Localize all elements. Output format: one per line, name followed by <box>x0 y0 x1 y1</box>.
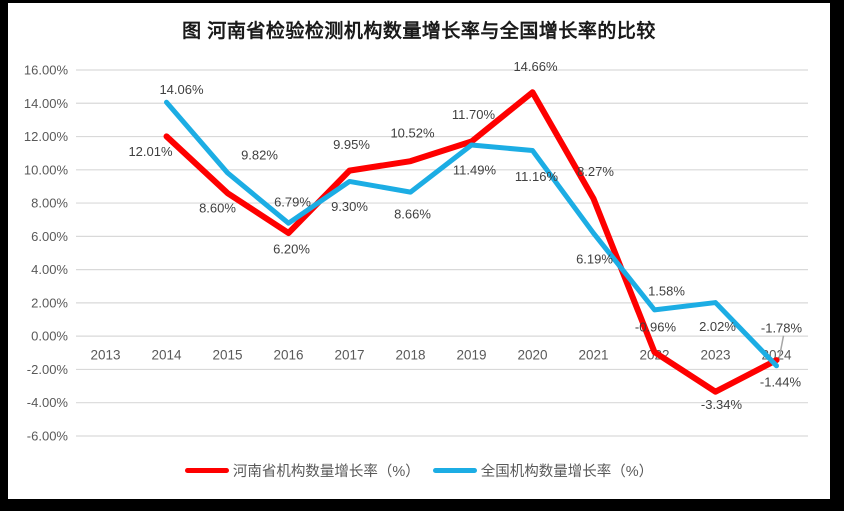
data-label: 14.66% <box>513 59 558 74</box>
y-tick-label: 0.00% <box>31 329 68 344</box>
x-axis-label: 2018 <box>395 348 425 363</box>
data-label: 9.95% <box>333 137 370 152</box>
data-label: -3.34% <box>701 397 743 412</box>
y-axis-labels: 16.00% 14.00% 12.00% 10.00% 8.00% 6.00% 4.00% 2… <box>24 63 69 444</box>
data-label: 2.02% <box>699 319 736 334</box>
label-leader-line <box>777 335 785 362</box>
y-tick-label: 14.00% <box>24 96 69 111</box>
x-axis-label: 2016 <box>273 348 303 363</box>
y-tick-label: -4.00% <box>27 395 69 410</box>
series-national-line <box>164 99 779 369</box>
y-tick-label: 2.00% <box>31 295 68 310</box>
y-tick-label: -6.00% <box>27 428 69 443</box>
data-labels-henan: 12.01% 8.60% 6.20% 9.95% 10.52% 11.70% 14.66% 8… <box>128 59 801 412</box>
y-tick-label: 8.00% <box>31 196 68 211</box>
data-label: 9.82% <box>241 147 278 162</box>
data-label: 9.30% <box>331 199 368 214</box>
x-axis-label: 2021 <box>578 348 608 363</box>
line-chart-plot: 16.00% 14.00% 12.00% 10.00% 8.00% 6.00% 4.00% 2… <box>24 59 808 444</box>
data-label: -0.96% <box>635 320 677 335</box>
chart-canvas: 图 河南省检验检测机构数量增长率与全国增长率的比较 16.00% 14.00% 12… <box>8 3 830 499</box>
data-label: 11.70% <box>452 107 496 122</box>
x-axis-label: 2014 <box>151 348 182 363</box>
data-label: -1.44% <box>760 375 802 390</box>
chart-title: 图 河南省检验检测机构数量增长率与全国增长率的比较 <box>182 21 656 42</box>
y-tick-label: 4.00% <box>31 262 68 277</box>
x-axis-label: 2019 <box>456 348 486 363</box>
y-tick-label: 16.00% <box>24 63 69 78</box>
x-axis-label: 2017 <box>334 348 364 363</box>
legend-item-national: 全国机构数量增长率（%） <box>432 460 654 481</box>
x-axis-label: 2013 <box>90 348 120 363</box>
data-label: -1.78% <box>761 320 803 335</box>
chart-legend: 河南省机构数量增长率（%） 全国机构数量增长率（%） <box>8 460 830 481</box>
legend-swatch-national <box>432 468 477 473</box>
y-tick-label: -2.00% <box>27 362 69 377</box>
data-label: 8.66% <box>394 207 431 222</box>
y-tick-label: 6.00% <box>31 229 68 244</box>
data-label: 8.60% <box>199 201 236 216</box>
data-label: 14.06% <box>159 82 204 97</box>
data-label: 12.01% <box>128 144 173 159</box>
y-tick-label: 12.00% <box>24 129 69 144</box>
data-label: 10.52% <box>390 126 435 141</box>
x-axis-label: 2015 <box>212 348 242 363</box>
x-axis-label: 2023 <box>700 348 730 363</box>
x-axis-labels: 2013 2014 2015 2016 2017 2018 2019 2020 2021 2022… <box>90 348 792 363</box>
data-labels-national: 14.06% 9.82% 6.79% 9.30% 8.66% 11.49% 11.16% 6.… <box>159 82 802 335</box>
x-axis-label: 2020 <box>517 348 547 363</box>
data-label: 1.58% <box>648 283 685 298</box>
data-label: 11.16% <box>515 169 559 184</box>
data-label: 6.20% <box>273 242 310 257</box>
series-henan-line <box>163 89 780 395</box>
legend-item-henan: 河南省机构数量增长率（%） <box>184 460 420 481</box>
y-tick-label: 10.00% <box>24 162 69 177</box>
legend-swatch-henan <box>184 468 229 473</box>
legend-label-national: 全国机构数量增长率（%） <box>480 464 654 480</box>
data-label: 8.27% <box>577 164 614 179</box>
data-label: 6.19% <box>576 252 613 267</box>
data-label: 6.79% <box>274 195 311 210</box>
legend-label-henan: 河南省机构数量增长率（%） <box>232 464 420 480</box>
data-label: 11.49% <box>453 163 497 178</box>
